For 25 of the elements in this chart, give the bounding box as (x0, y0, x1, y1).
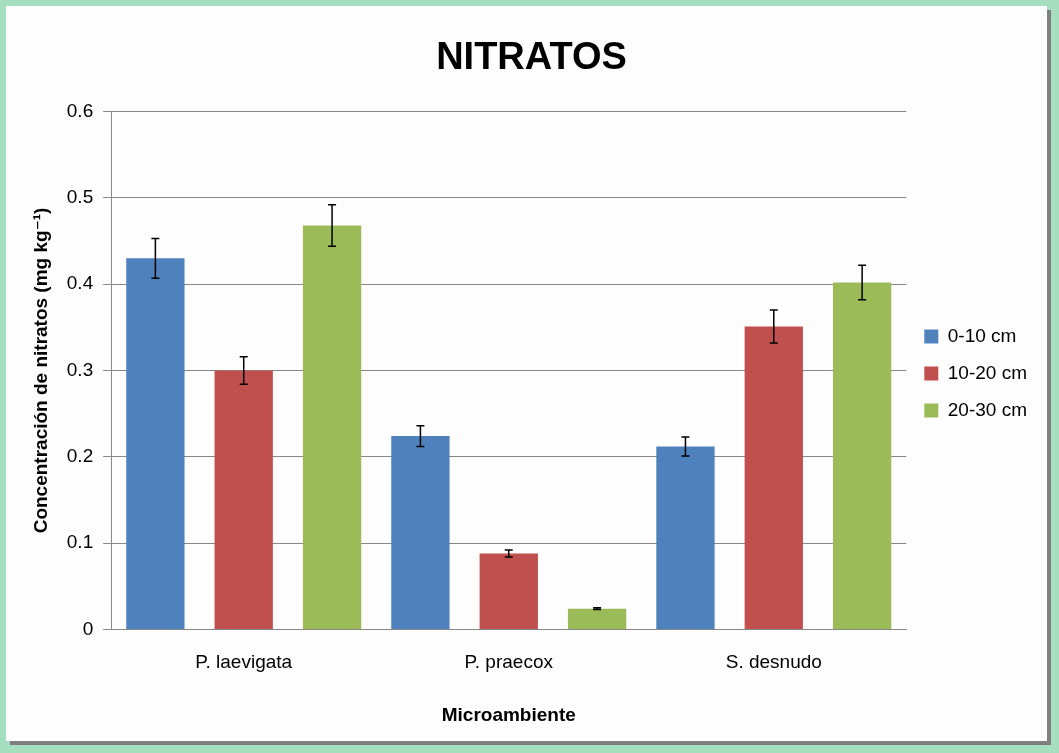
y-tick-label: 0.6 (66, 99, 94, 121)
bar (744, 326, 803, 629)
x-axis-title: Microambiente (441, 703, 576, 725)
y-tick-label: 0.4 (66, 272, 94, 294)
legend-label: 10-20 cm (947, 361, 1027, 383)
y-tick-label: 0.2 (66, 445, 94, 467)
bar (126, 258, 185, 629)
bar (479, 553, 538, 629)
bar (391, 436, 450, 629)
bar (302, 225, 362, 629)
bar (656, 446, 715, 629)
y-tick-label: 0.1 (66, 531, 94, 553)
bar (567, 608, 627, 629)
y-tick-label: 0 (82, 617, 94, 639)
y-tick-label: 0.5 (66, 186, 94, 208)
legend-label: 0-10 cm (947, 324, 1017, 346)
x-tick-label: P. praecox (464, 651, 554, 673)
x-tick-label: P. laevigata (195, 651, 293, 673)
legend-label: 20-30 cm (947, 398, 1027, 420)
x-tick-label: S. desnudo (725, 651, 822, 673)
y-axis-title: Concentración de nitratos (mg kg⁻¹) (29, 207, 51, 534)
bar (832, 282, 892, 629)
chart-title: NITRATOS (436, 35, 627, 78)
bar (214, 370, 273, 629)
y-tick-label: 0.3 (66, 358, 94, 380)
